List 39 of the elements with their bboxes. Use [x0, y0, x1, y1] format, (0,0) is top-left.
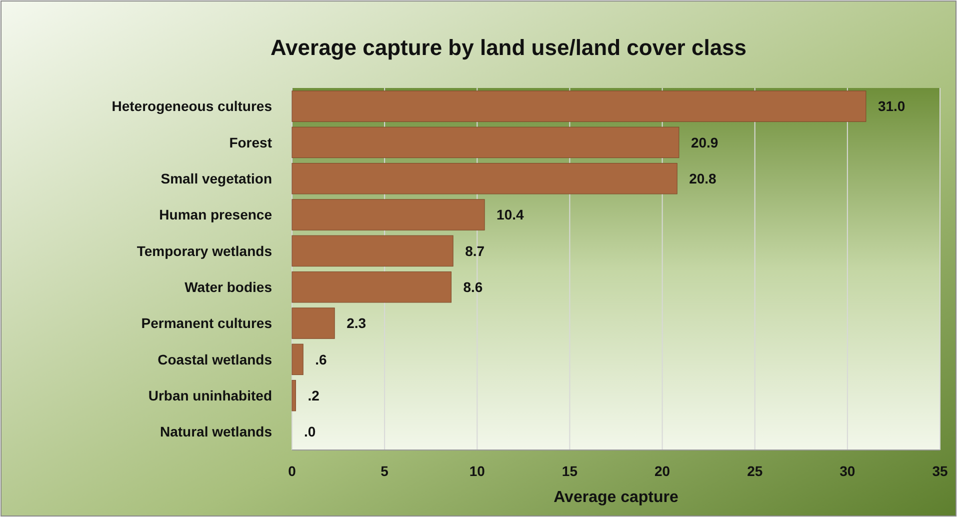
y-tick-label: Heterogeneous cultures [112, 98, 272, 114]
x-tick-label: 0 [288, 463, 296, 479]
bar [292, 380, 296, 412]
data-label: 20.8 [689, 170, 717, 186]
y-tick-label: Coastal wetlands [158, 351, 272, 368]
data-label: 8.7 [465, 242, 485, 259]
y-tick-label: Urban uninhabited [148, 387, 272, 404]
y-tick-label: Small vegetation [160, 170, 272, 186]
y-tick-label: Permanent cultures [141, 315, 272, 332]
data-label: .0 [304, 424, 316, 440]
data-label: .6 [315, 351, 327, 368]
x-tick-label: 5 [380, 463, 389, 479]
x-axis-title: Average capture [554, 489, 678, 506]
data-label: .2 [308, 387, 320, 404]
bar [292, 126, 680, 158]
x-tick-label: 25 [747, 463, 763, 479]
y-tick-label: Human presence [159, 206, 272, 223]
x-tick-label: 20 [654, 463, 670, 479]
x-tick-label: 15 [562, 463, 578, 479]
x-tick-label: 30 [840, 463, 856, 479]
bar [292, 271, 452, 303]
bar [292, 199, 485, 230]
y-tick-label: Natural wetlands [160, 424, 272, 440]
data-label: 31.0 [878, 98, 906, 114]
x-tick-label: 35 [932, 463, 948, 479]
y-tick-label: Water bodies [184, 278, 272, 295]
y-tick-label: Temporary wetlands [136, 242, 272, 259]
bar [292, 90, 866, 122]
bar [292, 162, 678, 194]
bar [292, 308, 335, 339]
chart-title: Average capture by land use/land cover class [270, 35, 747, 60]
data-label: 8.6 [463, 278, 483, 295]
bar [292, 344, 304, 376]
y-tick-label: Forest [229, 134, 272, 150]
data-label: 10.4 [496, 206, 524, 223]
data-label: 2.3 [346, 315, 366, 332]
data-label: 20.9 [690, 134, 718, 150]
x-tick-label: 10 [469, 463, 486, 479]
bar [292, 235, 454, 267]
